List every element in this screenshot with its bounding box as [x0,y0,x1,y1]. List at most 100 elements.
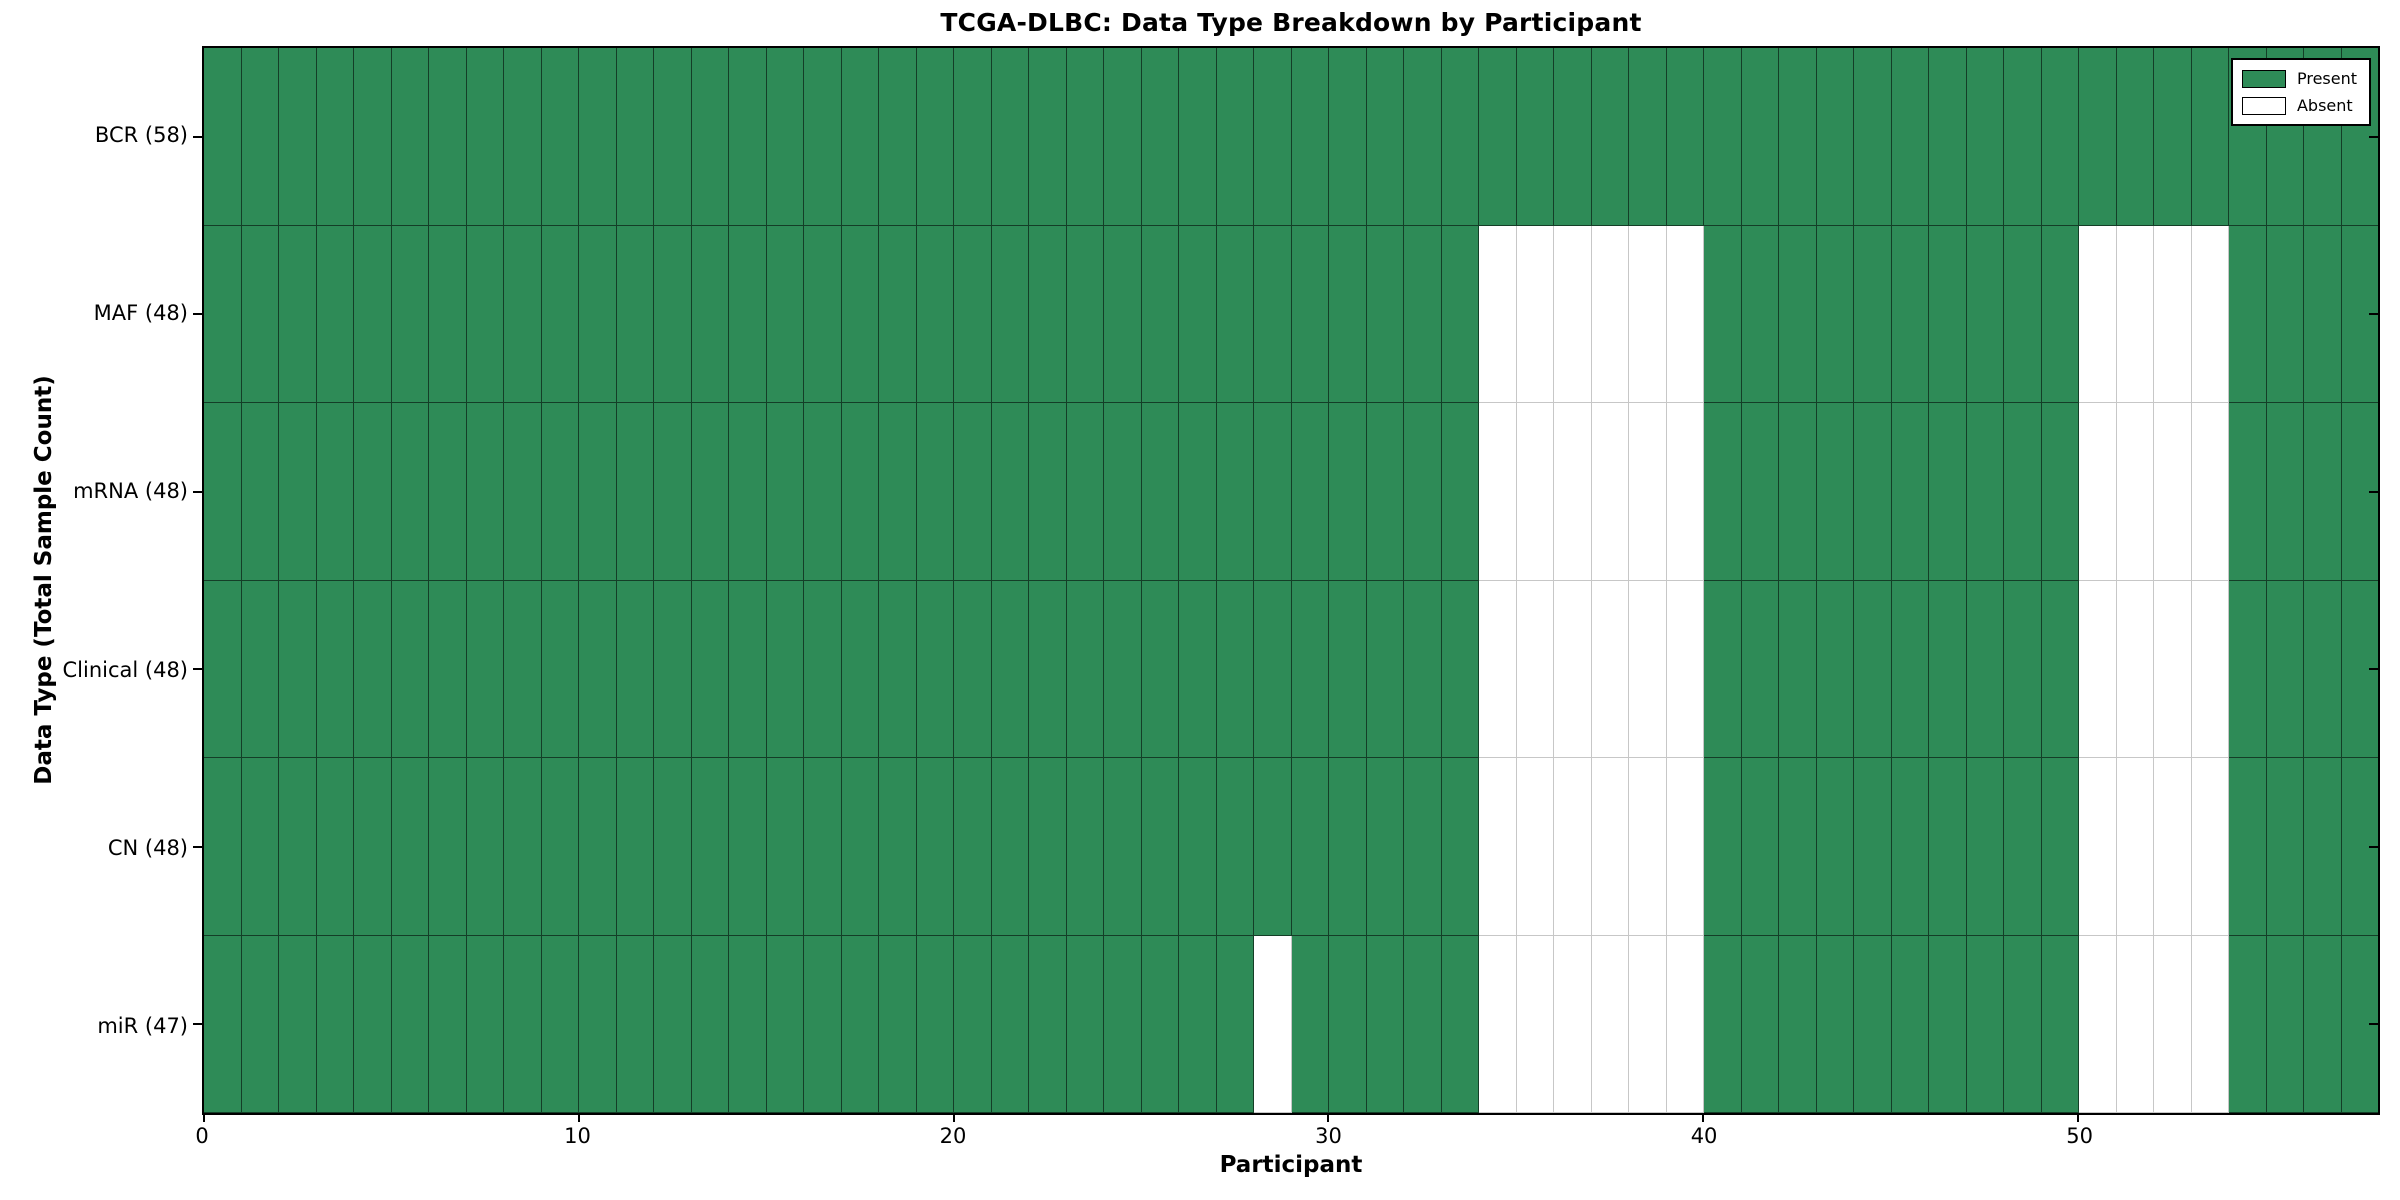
present-cell [616,225,654,403]
present-cell [841,935,879,1113]
present-cell [1854,580,1892,758]
present-cell [2041,580,2079,758]
absent-cell [2116,758,2154,936]
present-cell [1329,758,1367,936]
present-cell [729,935,767,1113]
present-cell [1216,403,1254,581]
absent-cell [1516,225,1554,403]
x-tick-mark [203,1113,205,1122]
present-cell [654,935,692,1113]
absent-cell [1516,935,1554,1113]
legend-swatch-present [2241,69,2286,88]
present-cell [1066,225,1104,403]
present-cell [654,580,692,758]
present-cell [1854,935,1892,1113]
present-cell [841,403,879,581]
present-cell [2304,758,2342,936]
y-tick-label-BCR: BCR (58) [94,123,188,148]
heatmap-row-CN [204,758,2378,936]
present-cell [1366,48,1404,226]
absent-cell [2079,403,2117,581]
present-cell [316,758,354,936]
absent-cell [1479,580,1517,758]
present-cell [1741,403,1779,581]
x-tick-label: 30 [1315,1124,1342,1148]
absent-cell [1479,935,1517,1113]
present-cell [429,580,467,758]
present-cell [954,225,992,403]
present-cell [1141,580,1179,758]
present-cell [579,403,617,581]
present-cell [316,48,354,226]
present-cell [654,225,692,403]
present-cell [1254,580,1292,758]
present-cell [241,403,279,581]
absent-cell [1554,403,1592,581]
present-cell [504,48,542,226]
present-cell [429,935,467,1113]
present-cell [691,580,729,758]
heatmap-row-mRNA [204,403,2378,581]
present-cell [1029,48,1067,226]
y-tick-mark-left [193,490,202,493]
absent-cell [1554,580,1592,758]
y-tick-label-MAF: MAF (48) [93,301,188,326]
present-cell [1179,758,1217,936]
present-cell [1704,225,1742,403]
present-cell [954,580,992,758]
present-cell [1929,48,1967,226]
present-cell [1929,758,1967,936]
present-cell [1966,935,2004,1113]
present-cell [241,225,279,403]
present-cell [1779,935,1817,1113]
present-cell [1854,225,1892,403]
present-cell [1966,48,2004,226]
present-cell [2041,403,2079,581]
present-cell [991,225,1029,403]
present-cell [354,758,392,936]
y-tick-mark-left [193,845,202,848]
absent-cell [1516,403,1554,581]
x-tick-mark [577,1113,580,1122]
present-cell [804,758,842,936]
present-cell [541,403,579,581]
absent-cell [2154,403,2192,581]
present-cell [1366,935,1404,1113]
present-cell [1291,935,1329,1113]
present-cell [1854,758,1892,936]
present-cell [1141,225,1179,403]
present-cell [1554,48,1592,226]
absent-cell [2191,403,2229,581]
present-cell [991,48,1029,226]
present-cell [991,580,1029,758]
present-cell [954,758,992,936]
present-cell [1591,48,1629,226]
present-cell [654,758,692,936]
x-tick-mark [2077,1113,2080,1122]
y-tick-mark-right [2369,668,2378,671]
y-tick-mark-left [193,1023,202,1026]
present-cell [691,225,729,403]
absent-cell [1629,935,1667,1113]
present-cell [1441,758,1479,936]
present-cell [1891,403,1929,581]
present-cell [1104,225,1142,403]
present-cell [1779,580,1817,758]
present-cell [1854,48,1892,226]
present-cell [766,758,804,936]
present-cell [1254,403,1292,581]
absent-cell [2079,225,2117,403]
present-cell [579,758,617,936]
present-cell [1479,48,1517,226]
present-cell [1291,225,1329,403]
absent-cell [2191,758,2229,936]
present-cell [804,935,842,1113]
present-cell [1966,225,2004,403]
absent-cell [1516,580,1554,758]
present-cell [2004,758,2042,936]
x-tick-mark [952,1113,955,1122]
plot-area: Present Absent [193,46,2380,1122]
present-cell [804,225,842,403]
present-cell [391,48,429,226]
y-tick-label-miR: miR (47) [97,1013,188,1038]
